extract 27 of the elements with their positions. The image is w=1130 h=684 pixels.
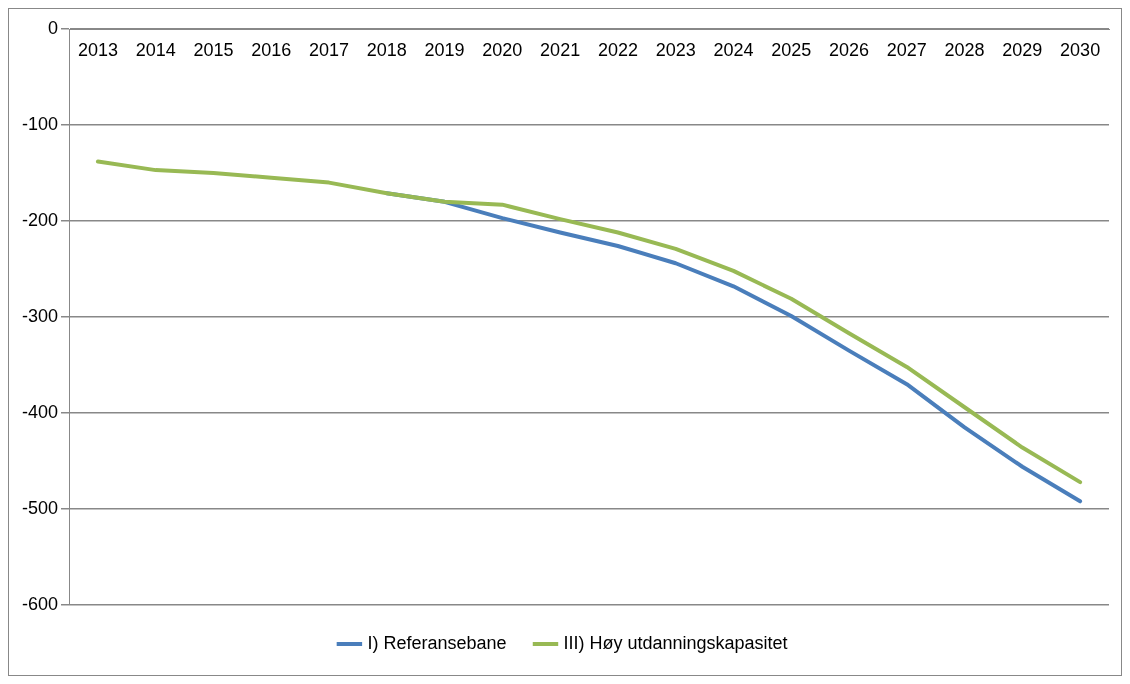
x-tick-label: 2016 xyxy=(251,39,292,60)
x-tick-label: 2022 xyxy=(597,39,638,60)
x-tick-label: 2014 xyxy=(135,39,176,60)
y-tick-label: -500 xyxy=(22,497,59,518)
y-tick-label: -200 xyxy=(22,209,59,230)
x-tick-label: 2029 xyxy=(1002,39,1043,60)
x-tick-label: 2026 xyxy=(828,39,870,60)
x-tick-label: 2023 xyxy=(655,39,696,60)
x-tick-label: 2027 xyxy=(886,39,927,60)
x-tick-label: 2019 xyxy=(424,39,465,60)
x-tick-label: 2020 xyxy=(482,39,523,60)
x-tick-label: 2024 xyxy=(713,39,754,60)
x-tick-label: 2025 xyxy=(771,39,812,60)
y-tick-label: 0 xyxy=(48,17,59,38)
legend-label: III) Høy utdanningskapasitet xyxy=(563,632,788,653)
x-tick-label: 2013 xyxy=(77,39,118,60)
x-tick-label: 2015 xyxy=(193,39,234,60)
x-tick-label: 2018 xyxy=(366,39,407,60)
y-tick-label: -600 xyxy=(22,593,59,614)
y-tick-label: -400 xyxy=(22,401,59,422)
x-tick-label: 2021 xyxy=(540,39,581,60)
x-tick-label: 2028 xyxy=(944,39,985,60)
y-tick-label: -300 xyxy=(22,305,59,326)
x-tick-label: 2030 xyxy=(1060,39,1101,60)
legend-label: I) Referansebane xyxy=(367,632,507,653)
y-tick-label: -100 xyxy=(22,113,59,134)
x-tick-label: 2017 xyxy=(309,39,350,60)
